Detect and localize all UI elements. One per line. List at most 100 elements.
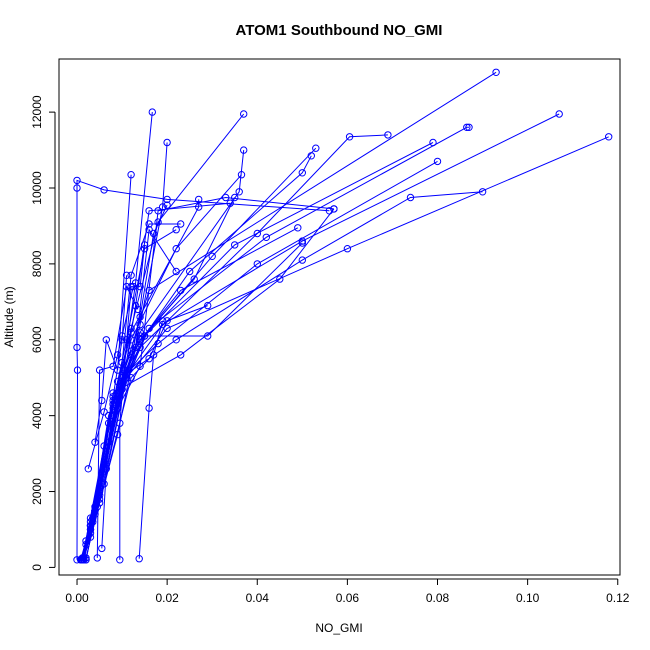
y-tick-label: 8000 bbox=[30, 250, 44, 277]
data-point bbox=[100, 186, 108, 194]
data-point bbox=[253, 229, 261, 238]
y-axis: 0 2000 4000 6000 8000 10000 12000 bbox=[30, 95, 56, 571]
data-point bbox=[463, 123, 471, 132]
y-axis-label: Altitude (m) bbox=[2, 286, 16, 347]
x-tick-label: 0.10 bbox=[516, 591, 540, 605]
data-point bbox=[86, 514, 95, 522]
data-point bbox=[95, 366, 104, 374]
x-tick-label: 0.02 bbox=[155, 591, 179, 605]
data-point bbox=[84, 465, 93, 473]
data-point bbox=[145, 226, 153, 234]
data-point bbox=[204, 332, 212, 340]
profile-line bbox=[81, 199, 200, 560]
data-point bbox=[231, 193, 239, 202]
data-point bbox=[77, 556, 86, 564]
profile-line bbox=[83, 196, 334, 559]
data-point bbox=[91, 438, 99, 446]
data-point bbox=[406, 193, 415, 202]
data-point bbox=[113, 366, 122, 374]
data-point bbox=[86, 522, 95, 530]
data-point bbox=[222, 193, 230, 202]
data-point bbox=[253, 260, 261, 268]
y-tick-label: 10000 bbox=[30, 171, 44, 205]
y-tick-label: 6000 bbox=[30, 326, 44, 353]
profile-series bbox=[135, 317, 167, 563]
data-point bbox=[73, 556, 81, 564]
data-point bbox=[163, 201, 171, 209]
data-point bbox=[148, 108, 157, 116]
data-point bbox=[127, 374, 135, 382]
data-point bbox=[172, 245, 180, 253]
data-point bbox=[433, 157, 442, 166]
data-point bbox=[127, 336, 135, 344]
x-tick-label: 0.08 bbox=[426, 591, 450, 605]
data-point bbox=[163, 195, 171, 204]
data-point bbox=[95, 499, 104, 507]
data-point bbox=[172, 336, 180, 344]
x-tick-label: 0.12 bbox=[606, 591, 630, 605]
data-point bbox=[136, 313, 144, 321]
data-point bbox=[555, 110, 563, 118]
data-point bbox=[478, 188, 487, 196]
data-point bbox=[73, 176, 81, 185]
data-point bbox=[134, 305, 142, 314]
profile-line bbox=[87, 286, 134, 469]
y-tick-label: 2000 bbox=[30, 478, 44, 505]
data-point bbox=[116, 556, 124, 564]
data-point bbox=[136, 362, 144, 370]
data-point bbox=[343, 245, 352, 253]
data-point bbox=[127, 271, 135, 279]
data-point bbox=[172, 267, 180, 276]
profile-line bbox=[81, 305, 208, 560]
profile-series bbox=[98, 271, 131, 553]
data-point bbox=[154, 218, 162, 226]
data-point bbox=[163, 317, 171, 325]
data-point bbox=[116, 419, 124, 427]
profile-line bbox=[81, 228, 177, 560]
data-point bbox=[298, 239, 306, 247]
data-point bbox=[298, 169, 306, 177]
y-tick-label: 12000 bbox=[30, 95, 44, 129]
data-point bbox=[186, 267, 194, 276]
data-point bbox=[195, 203, 203, 211]
data-point bbox=[298, 256, 306, 264]
data-point bbox=[345, 133, 354, 141]
data-point bbox=[127, 171, 135, 179]
data-point bbox=[262, 233, 270, 242]
data-point bbox=[113, 389, 122, 397]
data-point bbox=[102, 465, 111, 473]
data-point bbox=[204, 301, 212, 310]
data-point bbox=[492, 68, 500, 77]
profile-line bbox=[138, 320, 164, 559]
profile-line bbox=[76, 179, 330, 560]
data-point bbox=[240, 110, 248, 118]
data-point bbox=[127, 328, 135, 336]
data-point bbox=[129, 282, 138, 291]
profile-line bbox=[101, 275, 128, 549]
data-point bbox=[135, 555, 143, 563]
data-point bbox=[240, 146, 248, 154]
y-tick-label: 0 bbox=[30, 564, 44, 571]
x-tick-label: 0.04 bbox=[246, 591, 270, 605]
data-point bbox=[325, 207, 334, 215]
y-tick-label: 4000 bbox=[30, 402, 44, 429]
profile-series bbox=[77, 301, 212, 564]
profile-series bbox=[91, 171, 135, 446]
profile-line bbox=[94, 174, 132, 443]
data-point bbox=[384, 131, 392, 139]
data-point bbox=[237, 171, 246, 179]
data-point bbox=[100, 480, 108, 488]
profile-series bbox=[77, 195, 203, 564]
data-point bbox=[73, 343, 81, 352]
data-point bbox=[330, 205, 338, 213]
data-point bbox=[235, 188, 243, 196]
data-point bbox=[80, 554, 88, 562]
data-point bbox=[82, 554, 90, 562]
data-point bbox=[605, 133, 613, 141]
data-point bbox=[208, 252, 216, 260]
data-point bbox=[131, 343, 140, 352]
data-point bbox=[195, 195, 203, 204]
data-point bbox=[276, 275, 284, 283]
